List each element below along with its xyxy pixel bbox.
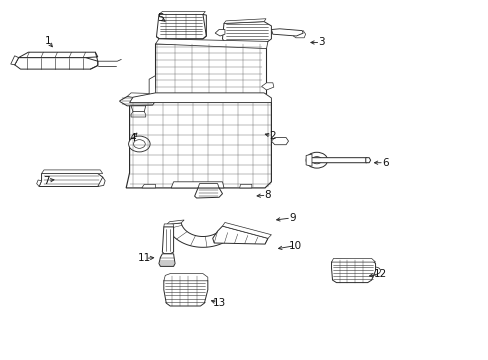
- Polygon shape: [142, 184, 155, 188]
- Polygon shape: [194, 188, 222, 198]
- Polygon shape: [151, 44, 266, 98]
- Polygon shape: [239, 184, 251, 188]
- Text: 7: 7: [43, 176, 50, 186]
- Text: 6: 6: [381, 158, 388, 168]
- Polygon shape: [162, 227, 173, 254]
- Text: 3: 3: [318, 37, 325, 48]
- Polygon shape: [11, 56, 19, 65]
- Text: 2: 2: [269, 131, 276, 141]
- Circle shape: [128, 136, 150, 152]
- Polygon shape: [163, 224, 173, 227]
- Polygon shape: [222, 222, 271, 238]
- Polygon shape: [126, 98, 271, 188]
- Polygon shape: [37, 180, 41, 186]
- Text: 4: 4: [129, 132, 136, 143]
- Polygon shape: [212, 226, 267, 244]
- Polygon shape: [39, 174, 102, 186]
- Text: 8: 8: [264, 190, 271, 200]
- Polygon shape: [171, 182, 224, 188]
- Polygon shape: [271, 138, 288, 145]
- Polygon shape: [155, 39, 267, 49]
- Polygon shape: [163, 274, 207, 281]
- Polygon shape: [159, 12, 205, 14]
- Polygon shape: [198, 184, 219, 188]
- Polygon shape: [15, 58, 98, 69]
- Text: 9: 9: [288, 213, 295, 223]
- Polygon shape: [163, 276, 207, 306]
- Text: 10: 10: [289, 240, 302, 251]
- Polygon shape: [307, 158, 368, 163]
- Polygon shape: [166, 220, 184, 225]
- Polygon shape: [127, 93, 155, 101]
- Text: 12: 12: [373, 269, 386, 279]
- Text: 11: 11: [137, 253, 151, 264]
- Polygon shape: [149, 76, 155, 98]
- Polygon shape: [261, 83, 273, 90]
- Polygon shape: [159, 254, 175, 266]
- Polygon shape: [41, 170, 102, 174]
- Polygon shape: [165, 94, 261, 101]
- Text: 1: 1: [44, 36, 51, 46]
- Circle shape: [305, 152, 327, 168]
- Polygon shape: [222, 22, 271, 42]
- Polygon shape: [166, 223, 226, 247]
- Polygon shape: [98, 177, 105, 186]
- Polygon shape: [156, 14, 206, 39]
- Polygon shape: [120, 96, 155, 106]
- Text: 13: 13: [212, 298, 225, 308]
- Polygon shape: [131, 106, 145, 112]
- Polygon shape: [215, 30, 224, 36]
- Text: 5: 5: [157, 13, 163, 23]
- Circle shape: [370, 267, 380, 274]
- Polygon shape: [129, 93, 271, 103]
- Polygon shape: [331, 259, 375, 283]
- Polygon shape: [19, 52, 98, 58]
- Polygon shape: [305, 154, 311, 166]
- Polygon shape: [365, 158, 370, 163]
- Polygon shape: [224, 19, 265, 23]
- Polygon shape: [331, 258, 375, 262]
- Polygon shape: [271, 29, 303, 36]
